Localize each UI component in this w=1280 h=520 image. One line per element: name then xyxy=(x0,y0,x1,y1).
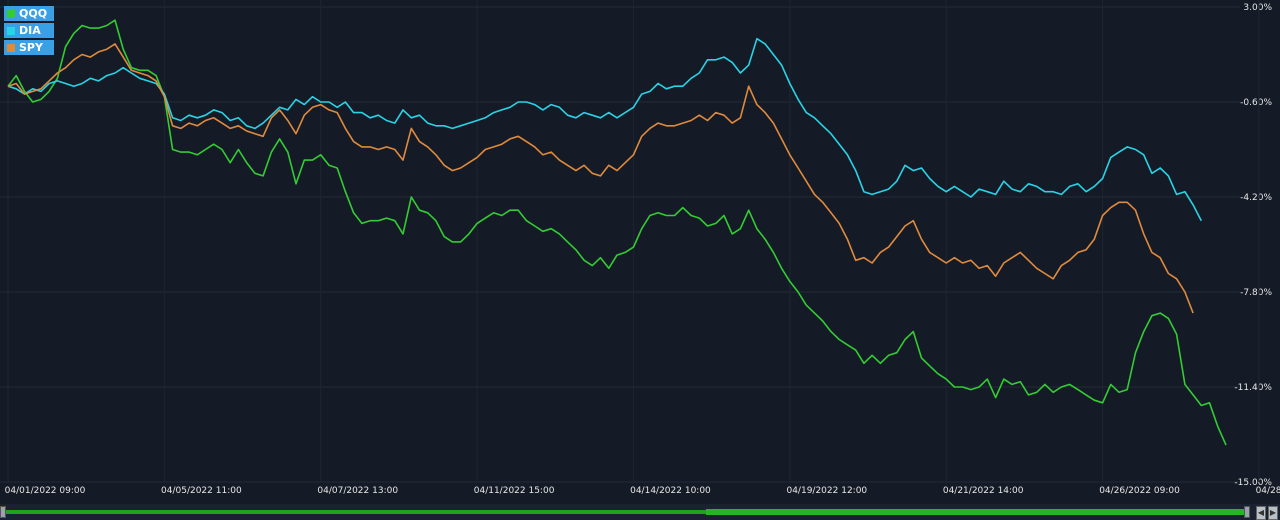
y-tick-label: -4.20% xyxy=(1240,193,1272,203)
x-tick-label: 04/11/2022 15:00 xyxy=(474,486,555,496)
legend-swatch xyxy=(7,9,15,18)
x-tick-label: 04/14/2022 10:00 xyxy=(630,486,711,496)
navigator-right-handle[interactable] xyxy=(1244,506,1250,518)
x-tick-label: 04/28/2022 11:00 xyxy=(1256,486,1280,496)
series-line-qqq xyxy=(7,19,1227,446)
x-tick-label: 04/21/2022 14:00 xyxy=(943,486,1024,496)
legend-label: QQQ xyxy=(19,7,48,20)
legend-label: SPY xyxy=(19,41,43,54)
x-tick-label: 04/26/2022 09:00 xyxy=(1099,486,1180,496)
legend-label: DIA xyxy=(19,24,41,37)
legend-item-spy[interactable]: SPY xyxy=(4,40,54,55)
navigator-left-handle[interactable] xyxy=(0,506,6,518)
navigator-track xyxy=(6,509,1246,515)
line-chart: 3.00%-0.60%-4.20%-7.80%-11.40%-15.00%04/… xyxy=(0,0,1280,496)
x-tick-label: 04/07/2022 13:00 xyxy=(317,486,398,496)
legend: QQQ DIA SPY xyxy=(4,6,54,55)
series-line-spy xyxy=(7,43,1194,314)
x-tick-label: 04/01/2022 09:00 xyxy=(5,486,86,496)
x-tick-label: 04/05/2022 11:00 xyxy=(161,486,242,496)
y-tick-label: 3.00% xyxy=(1243,3,1272,13)
y-tick-label: -0.60% xyxy=(1240,98,1272,108)
legend-item-dia[interactable]: DIA xyxy=(4,23,54,38)
y-tick-label: -7.80% xyxy=(1240,288,1272,298)
navigator-scroll-left-button[interactable]: ◀ xyxy=(1256,506,1266,520)
y-tick-label: -11.40% xyxy=(1234,383,1272,393)
legend-swatch xyxy=(7,26,15,35)
navigator-scroll-right-button[interactable]: ▶ xyxy=(1268,506,1278,520)
legend-swatch xyxy=(7,43,15,52)
series-line-dia xyxy=(7,37,1203,222)
navigator[interactable]: ◀ ▶ xyxy=(0,504,1280,520)
y-tick-label: -15.00% xyxy=(1234,478,1272,488)
x-tick-label: 04/19/2022 12:00 xyxy=(786,486,867,496)
legend-item-qqq[interactable]: QQQ xyxy=(4,6,54,21)
